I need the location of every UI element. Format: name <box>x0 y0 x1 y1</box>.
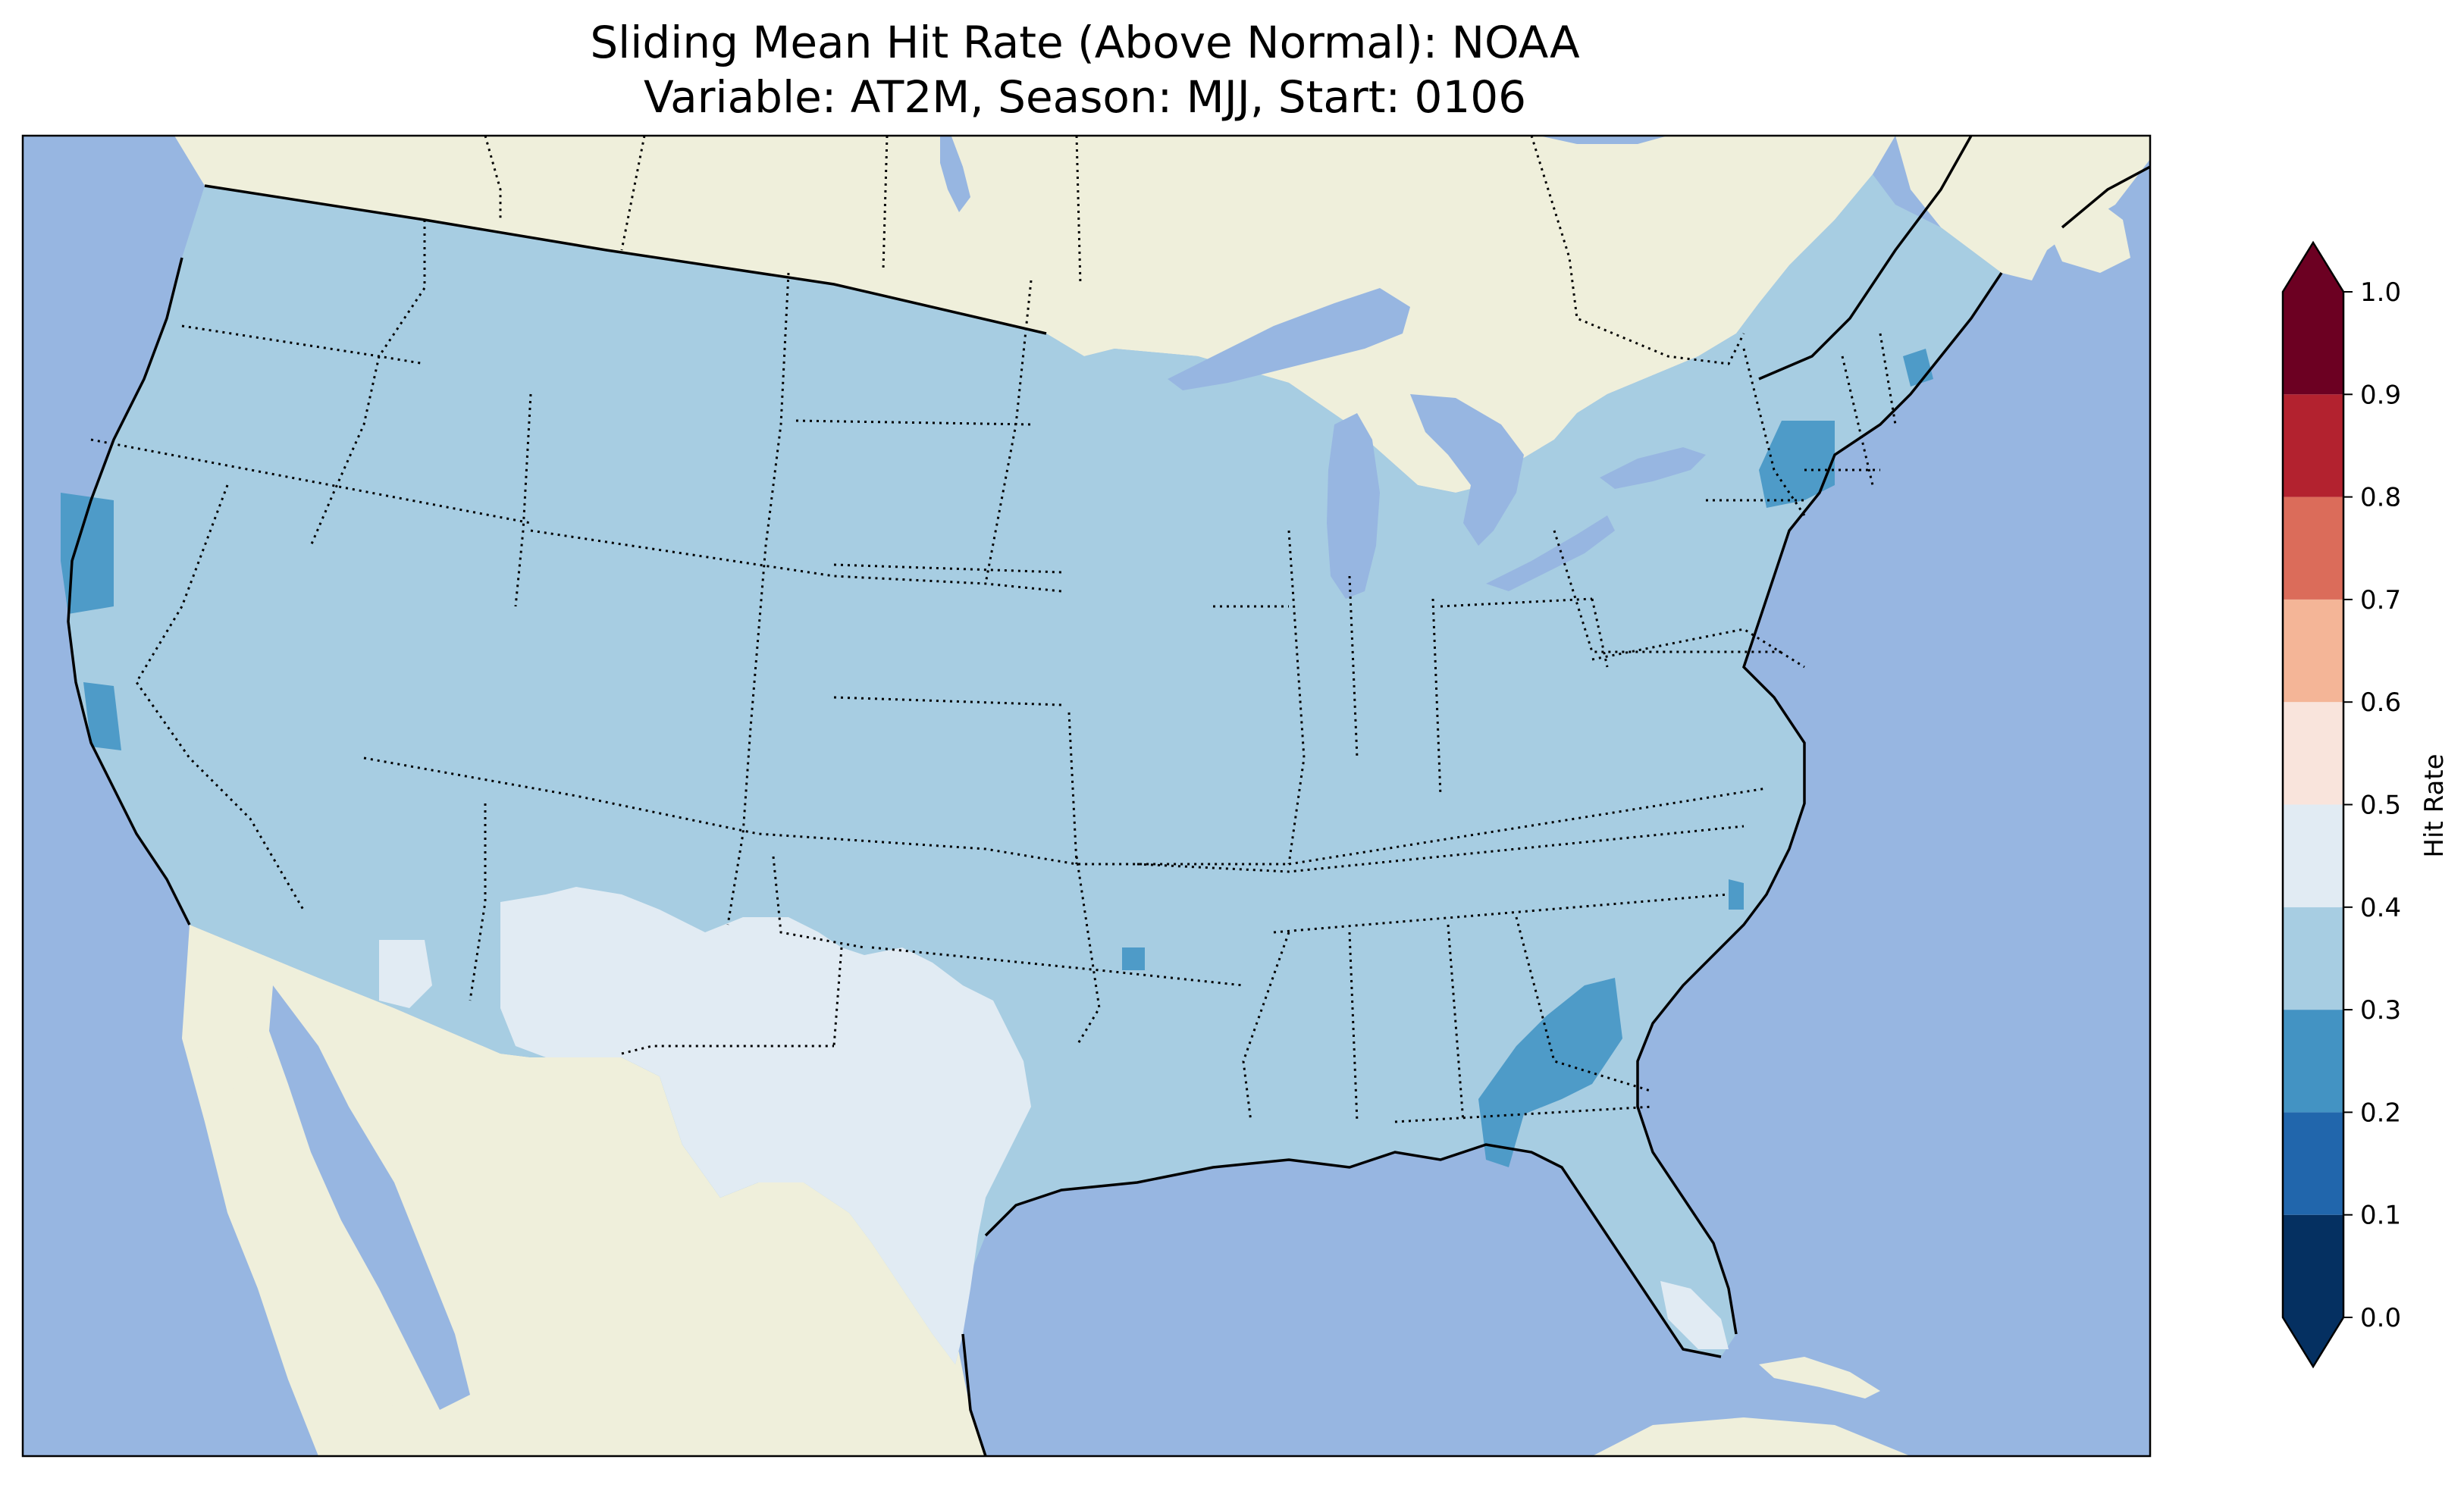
lake-erie <box>1486 515 1615 591</box>
mid-region-georgia <box>1478 978 1622 1167</box>
lake-ontario <box>1600 447 1706 489</box>
yucatan-land <box>1592 1417 1911 1456</box>
colorbar-bin <box>2283 599 2343 703</box>
colorbar-tick-label: 0.0 <box>2360 1303 2401 1333</box>
colorbar-tick-label: 0.4 <box>2360 893 2401 923</box>
cuba-land <box>1759 1357 1880 1398</box>
newfoundland-land <box>2047 197 2130 273</box>
gulf-of-california <box>269 985 470 1410</box>
colorbar-bin <box>2283 804 2343 907</box>
colorbar-tick-label: 0.3 <box>2360 995 2401 1026</box>
colorbar-bin <box>2283 907 2343 1010</box>
colorbar-bin <box>2283 1214 2343 1317</box>
canada-land <box>174 136 1895 493</box>
colorbar-over-extension <box>2283 243 2343 292</box>
lake-michigan <box>1327 413 1380 599</box>
light-region-arizona <box>379 940 432 1008</box>
light-region-florida <box>1660 1281 1729 1349</box>
colorbar-bin <box>2283 394 2343 497</box>
state-borders <box>90 220 1897 1123</box>
colorbar-tick-label: 0.5 <box>2360 791 2401 821</box>
map-subtitle: Variable: AT2M, Season: MJJ, Start: 0106 <box>643 71 1527 123</box>
colorbar-tick-label: 0.1 <box>2360 1201 2401 1231</box>
colorbar-tick-label: 1.0 <box>2360 277 2401 308</box>
coastlines <box>67 136 2150 1456</box>
colorbar-tick-label: 0.6 <box>2360 687 2401 718</box>
light-region-southwest <box>500 887 1031 1364</box>
mid-region-newyork <box>1759 421 1835 508</box>
colorbar-bin <box>2283 292 2343 395</box>
maritimes-land <box>1895 136 2150 280</box>
colorbar-tick-label: 0.9 <box>2360 380 2401 410</box>
colorbar-bin <box>2283 702 2343 805</box>
colorbar-under-extension <box>2283 1317 2343 1367</box>
lake-huron <box>1410 394 1524 546</box>
colorbar-label: Hit Rate <box>2419 753 2450 857</box>
colorbar-bin <box>2283 496 2343 600</box>
colorbar-bin <box>2283 1112 2343 1215</box>
lake-winnipeg <box>940 136 970 212</box>
province-borders <box>484 136 1745 365</box>
colorbar-bin <box>2283 1010 2343 1113</box>
mid-region-california-north <box>61 493 114 614</box>
mid-region-oklahoma <box>1122 947 1145 970</box>
mid-region-california-central <box>83 682 121 750</box>
mexico-land <box>182 925 986 1456</box>
colorbar-tick-label: 0.8 <box>2360 483 2401 513</box>
mid-region-carolina <box>1729 879 1744 910</box>
colorbar-tick-label: 0.7 <box>2360 585 2401 615</box>
map-frame <box>21 134 2152 1458</box>
colorbar-tick-label: 0.2 <box>2360 1098 2401 1128</box>
lake-superior <box>1168 288 1410 390</box>
map-title: Sliding Mean Hit Rate (Above Normal): NO… <box>590 17 1580 68</box>
